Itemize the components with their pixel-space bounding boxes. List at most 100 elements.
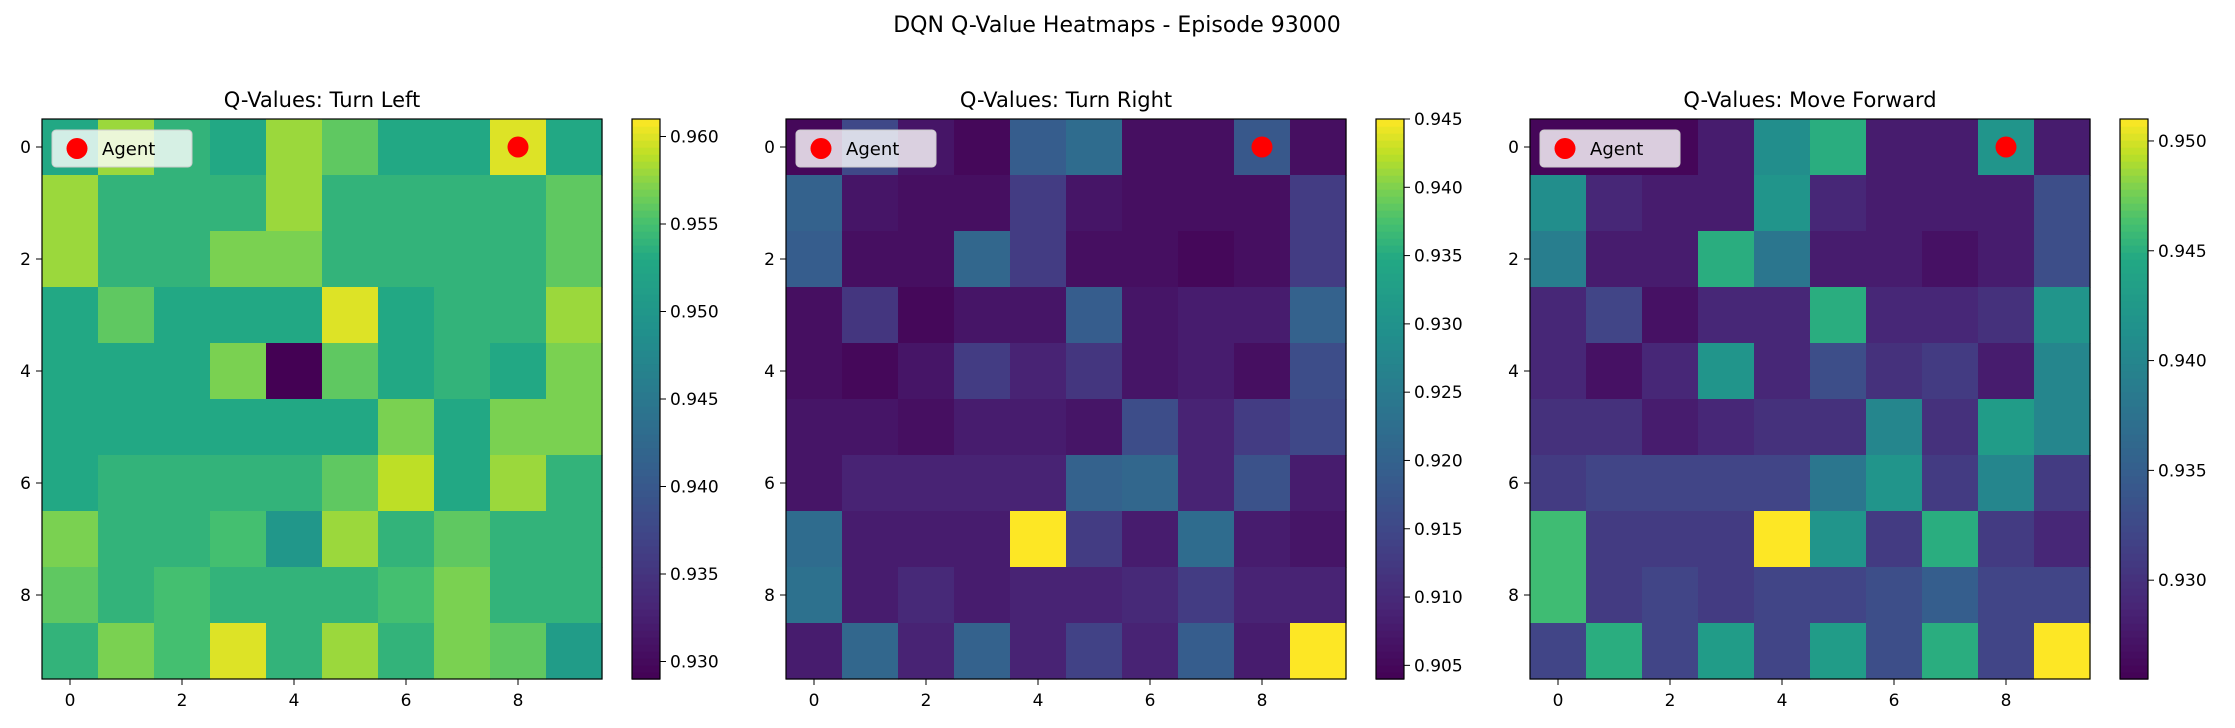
colorbar-tick-label: 0.940	[2158, 352, 2207, 372]
heatmap-cell	[786, 511, 843, 568]
colorbar-segment	[1376, 511, 1404, 519]
heatmap-cell	[1810, 119, 1867, 176]
heatmap-cell	[842, 511, 899, 568]
colorbar-segment	[1376, 567, 1404, 575]
heatmap-cell	[1178, 455, 1235, 512]
heatmap-cell	[546, 511, 603, 568]
heatmap-cell	[1178, 399, 1235, 456]
heatmap-cell	[266, 175, 323, 232]
colorbar-segment	[1376, 588, 1404, 596]
colorbar-segment	[1376, 161, 1404, 169]
heatmap-cell	[1922, 231, 1979, 288]
colorbar-segment	[1376, 413, 1404, 421]
colorbar-segment	[632, 637, 660, 645]
colorbar-tick-label: 0.905	[1414, 656, 1463, 676]
heatmap-cell	[42, 287, 99, 344]
heatmap-cell	[434, 343, 491, 400]
heatmap-cell	[1290, 175, 1347, 232]
heatmap-cell	[1810, 175, 1867, 232]
heatmap-cell	[1642, 231, 1699, 288]
heatmap-cell	[434, 567, 491, 624]
heatmap-cell	[1810, 287, 1867, 344]
heatmap-cell	[954, 567, 1011, 624]
heatmap-cell	[1586, 175, 1643, 232]
colorbar-segment	[2120, 399, 2148, 407]
heatmap-cell	[378, 231, 435, 288]
heatmap-cell	[898, 567, 955, 624]
heatmap-cell	[154, 399, 211, 456]
heatmap-cell	[1290, 567, 1347, 624]
heatmap-cell	[898, 343, 955, 400]
heatmap-cells	[1530, 119, 2091, 680]
colorbar-segment	[632, 595, 660, 603]
y-tick-label: 6	[764, 474, 775, 494]
heatmap-cell	[2034, 343, 2091, 400]
heatmap-cell	[154, 623, 211, 680]
heatmap-cell	[786, 343, 843, 400]
colorbar-segment	[1376, 119, 1404, 127]
x-tick-label: 6	[401, 691, 412, 711]
heatmap-cell	[786, 399, 843, 456]
colorbar-segment	[1376, 644, 1404, 652]
heatmap-cell	[1978, 231, 2035, 288]
colorbar-segment	[2120, 532, 2148, 540]
colorbar-segment	[2120, 455, 2148, 463]
heatmap-cell	[434, 231, 491, 288]
heatmap-cell	[98, 399, 155, 456]
heatmap-cell	[842, 231, 899, 288]
colorbar-segment	[1376, 532, 1404, 540]
heatmap-cell	[42, 399, 99, 456]
colorbar-segment	[1376, 308, 1404, 316]
colorbar-segment	[2120, 609, 2148, 617]
legend-label: Agent	[102, 139, 155, 160]
heatmap-cell	[1530, 623, 1587, 680]
heatmap-cell	[546, 175, 603, 232]
colorbar-segment	[1376, 434, 1404, 442]
colorbar-tick-label: 0.930	[2158, 571, 2207, 591]
colorbar-segment	[1376, 378, 1404, 386]
y-tick-label: 4	[20, 362, 31, 382]
heatmap-cell	[322, 119, 379, 176]
colorbar-segment	[2120, 525, 2148, 533]
heatmap-cell	[1754, 175, 1811, 232]
y-tick-label: 8	[1508, 586, 1519, 606]
colorbar-segment	[632, 420, 660, 428]
heatmap-cell	[378, 623, 435, 680]
heatmap-cell	[1586, 343, 1643, 400]
heatmap-cell	[378, 343, 435, 400]
colorbar-segment	[1376, 637, 1404, 645]
heatmap-cell	[266, 455, 323, 512]
colorbar-segment	[1376, 210, 1404, 218]
plot-frame	[785, 118, 1347, 680]
colorbar-segment	[632, 476, 660, 484]
heatmap-cell	[1754, 511, 1811, 568]
x-tick-label: 0	[1553, 691, 1564, 711]
colorbar-segment	[632, 238, 660, 246]
heatmap-cell	[1978, 287, 2035, 344]
colorbar-segment	[632, 280, 660, 288]
heatmap-cell	[1234, 231, 1291, 288]
colorbar-segment	[632, 252, 660, 260]
heatmap-cell	[898, 231, 955, 288]
legend: Agent	[1539, 129, 1681, 168]
colorbar-segment	[1376, 273, 1404, 281]
agent-marker	[507, 136, 529, 158]
heatmap-cell	[1698, 511, 1755, 568]
colorbar-segment	[632, 350, 660, 358]
colorbar-segment	[632, 525, 660, 533]
colorbar-segment	[2120, 567, 2148, 575]
heatmap-cell	[2034, 623, 2091, 680]
colorbar-segment	[632, 462, 660, 470]
heatmap-cell	[1290, 343, 1347, 400]
figure-title: DQN Q-Value Heatmaps - Episode 93000	[893, 13, 1341, 38]
colorbar-segment	[632, 413, 660, 421]
legend-box	[795, 129, 937, 168]
heatmap-cell	[378, 287, 435, 344]
heatmap-cell	[1642, 511, 1699, 568]
colorbar-segment	[632, 217, 660, 225]
heatmap-cell	[1066, 399, 1123, 456]
heatmap-cell	[2034, 455, 2091, 512]
heatmap-cell	[154, 567, 211, 624]
heatmap-cell	[1122, 343, 1179, 400]
colorbar-segment	[2120, 266, 2148, 274]
